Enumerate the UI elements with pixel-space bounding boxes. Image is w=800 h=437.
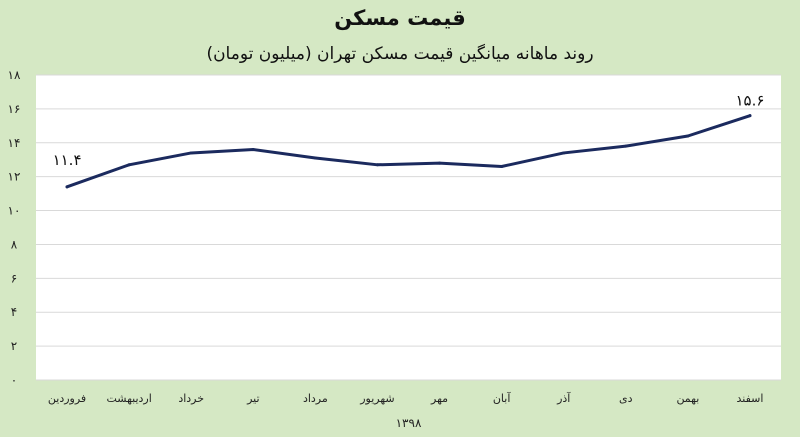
- y-tick-label: ۸: [11, 237, 18, 251]
- x-tick-label: خرداد: [178, 392, 204, 405]
- series-line: [65, 114, 752, 189]
- plot-area: [36, 75, 781, 380]
- y-tick-label: ۱۴: [8, 136, 21, 150]
- data-point: [127, 163, 131, 167]
- data-point: [375, 163, 379, 167]
- data-point: [438, 161, 442, 165]
- x-tick-label: مرداد: [303, 392, 328, 405]
- y-tick-label: ۶: [11, 271, 17, 285]
- y-tick-label: ۱۰: [8, 204, 21, 218]
- data-point: [624, 144, 628, 148]
- data-point: [562, 151, 566, 155]
- x-tick-label: آذر: [556, 391, 571, 405]
- x-tick-label: اردیبهشت: [106, 392, 151, 405]
- y-tick-label: ۲: [11, 339, 17, 353]
- x-tick-label: شهریور: [359, 392, 394, 405]
- x-tick-label: فروردین: [48, 392, 86, 405]
- chart-title: قیمت مسکن: [334, 6, 466, 30]
- y-tick-label: ۱۶: [8, 102, 21, 116]
- data-label-last: ۱۵.۶: [735, 92, 764, 110]
- x-tick-label: بهمن: [676, 392, 699, 405]
- x-tick-label: تیر: [246, 392, 259, 405]
- data-point: [686, 134, 690, 138]
- x-tick-label: دی: [619, 392, 633, 405]
- data-point: [65, 185, 69, 189]
- y-tick-label: ۱۸: [8, 68, 21, 82]
- x-tick-label: آبان: [493, 391, 511, 405]
- x-tick-label: مهر: [430, 392, 448, 405]
- data-point: [189, 151, 193, 155]
- data-point: [748, 114, 752, 118]
- chart-subtitle: روند ماهانه میانگین قیمت مسکن تهران (میل…: [206, 44, 594, 64]
- data-point: [500, 165, 504, 168]
- y-tick-label: ۴: [11, 305, 17, 319]
- x-tick-label: اسفند: [736, 392, 763, 405]
- x-axis-title: ۱۳۹۸: [396, 416, 422, 430]
- y-tick-label: ۱۲: [8, 170, 21, 184]
- data-label-first: ۱۱.۴: [53, 151, 82, 169]
- data-point: [251, 148, 255, 152]
- y-tick-label: ۰: [11, 373, 17, 387]
- data-point: [313, 156, 317, 160]
